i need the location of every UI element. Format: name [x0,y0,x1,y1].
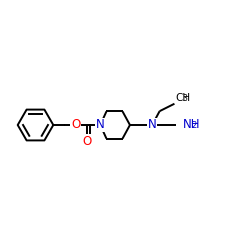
Text: O: O [82,134,91,147]
Text: N: N [148,118,156,132]
Text: O: O [71,118,80,132]
Text: CH: CH [175,93,190,103]
Text: NH: NH [183,118,200,131]
Text: N: N [96,118,105,132]
Text: 2: 2 [191,122,196,130]
Text: 3: 3 [182,94,188,104]
